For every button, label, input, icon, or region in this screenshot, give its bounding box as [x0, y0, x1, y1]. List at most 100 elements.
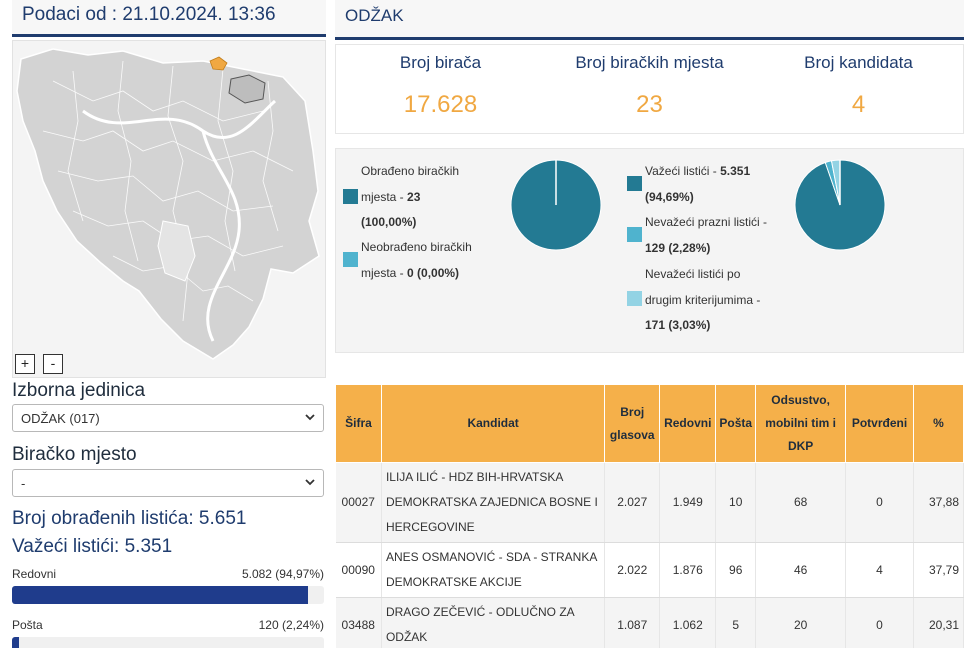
- progress-fill-regular: [12, 586, 309, 604]
- cell-post: 5: [715, 597, 757, 648]
- bar-label-regular: Redovni 5.082 (94,97%): [12, 567, 324, 581]
- progress-bar-regular: [12, 586, 324, 604]
- chevron-down-icon: [305, 479, 315, 486]
- candidates-label: Broj kandidata: [804, 53, 913, 72]
- legend-blank-line2: 129 (2,28%): [645, 236, 767, 262]
- header-candidate[interactable]: Kandidat: [380, 384, 606, 463]
- legend-swatch-valid: [627, 176, 642, 191]
- legend-valid: Važeći listići - 5.351 (94,69%): [645, 159, 750, 210]
- cell-confirmed: 0: [845, 462, 914, 543]
- cell-regular: 1.949: [659, 462, 717, 543]
- municipality-title: ODŽAK: [335, 0, 964, 40]
- cell-percent: 37,88: [913, 462, 964, 543]
- bar-label-post: Pošta 120 (2,24%): [12, 618, 324, 632]
- table-row[interactable]: 00027 ILIJA ILIĆ - HDZ BIH-HRVATSKA DEMO…: [335, 462, 964, 543]
- cell-code: 00090: [335, 542, 382, 598]
- electoral-unit-label: Izborna jedinica: [12, 380, 146, 401]
- table-row[interactable]: 03488 DRAGO ZEČEVIĆ - ODLUČNO ZA ODŽAK 1…: [335, 597, 964, 648]
- electoral-unit-select[interactable]: ODŽAK (017): [12, 404, 324, 432]
- cell-candidate: ANES OSMANOVIĆ - SDA - STRANKA DEMOKRATS…: [381, 542, 606, 598]
- pie-chart-stations: [510, 159, 602, 251]
- cell-candidate: ILIJA ILIĆ - HDZ BIH-HRVATSKA DEMOKRATSK…: [381, 462, 606, 543]
- bar-name: Pošta: [12, 618, 43, 632]
- municipality-map-svg[interactable]: [13, 41, 327, 379]
- header-code[interactable]: Šifra: [335, 384, 382, 463]
- legend-processed-line2: mjesta - 23: [361, 185, 459, 211]
- chevron-down-icon: [305, 414, 315, 421]
- bar-value: 5.082 (94,97%): [241, 567, 324, 581]
- processed-ballots: Broj obrađenih listića: 5.651: [12, 508, 247, 529]
- zoom-in-button[interactable]: +: [15, 354, 35, 374]
- legend-valid-line2: (94,69%): [645, 185, 750, 211]
- header-confirmed[interactable]: Potvrđeni: [845, 384, 914, 463]
- district-boundary: [228, 74, 266, 104]
- data-date-label: Podaci od : 21.10.2024. 13:36: [12, 0, 326, 37]
- legend-blank: Nevažeći prazni listići - 129 (2,28%): [645, 210, 767, 261]
- summary-panel: Broj birača 17.628 Broj biračkih mjesta …: [335, 44, 964, 134]
- legend-valid-value: 5.351: [720, 164, 751, 178]
- entity-boundary: [82, 99, 277, 342]
- legend-unprocessed-value: 0 (0,00%): [407, 265, 460, 280]
- legend-unprocessed-line2: mjesta - 0 (0,00%): [361, 261, 472, 287]
- legend-unprocessed-line1: Neobrađeno biračkih: [361, 240, 472, 254]
- legend-other-line3: 171 (3,03%): [645, 313, 760, 339]
- legend-unprocessed-prefix: mjesta -: [361, 265, 408, 280]
- legend-other-value: 171 (3,03%): [645, 318, 711, 332]
- voters-value: 17.628: [403, 91, 478, 118]
- legend-valid-pct: (94,69%): [645, 189, 694, 204]
- cell-code: 03488: [335, 597, 382, 648]
- header-regular[interactable]: Redovni: [659, 384, 717, 463]
- stations-label: Broj biračkih mjesta: [575, 53, 724, 72]
- legend-processed-line1: Obrađeno biračkih: [361, 164, 460, 178]
- pie-panel: Obrađeno biračkih mjesta - 23 (100,00%) …: [335, 148, 964, 353]
- header-post[interactable]: Pošta: [715, 384, 757, 463]
- results-table: Šifra Kandidat Broj glasova Redovni Pošt…: [335, 384, 964, 648]
- legend-processed: Obrađeno biračkih mjesta - 23 (100,00%): [361, 159, 459, 236]
- odzak-highlight: [209, 56, 228, 71]
- polling-station-label: Biračko mjesto: [12, 444, 137, 465]
- cell-votes: 2.027: [604, 462, 661, 543]
- legend-unprocessed: Neobrađeno biračkih mjesta - 0 (0,00%): [361, 235, 472, 286]
- legend-swatch-processed: [343, 189, 358, 204]
- legend-valid-line1: Važeći listići - 5.351: [645, 159, 750, 185]
- bar-value: 120 (2,24%): [258, 618, 324, 632]
- cell-absent: 20: [755, 597, 847, 648]
- cell-percent: 37,79: [913, 542, 964, 598]
- header-percent[interactable]: %: [913, 384, 964, 463]
- legend-processed-pct: (100,00%): [361, 215, 417, 229]
- cell-absent: 46: [755, 542, 847, 598]
- zoom-out-button[interactable]: -: [43, 354, 63, 374]
- cell-votes: 1.087: [604, 597, 661, 648]
- candidates-value: 4: [851, 91, 866, 118]
- bar-name: Redovni: [12, 567, 57, 581]
- polling-station-select[interactable]: -: [12, 469, 324, 497]
- legend-swatch-unprocessed: [343, 252, 358, 267]
- cell-post: 96: [715, 542, 757, 598]
- legend-processed-line3: (100,00%): [361, 210, 459, 236]
- legend-other-line1: Nevažeći listići po: [645, 267, 741, 281]
- cell-post: 10: [715, 462, 757, 543]
- header-absent[interactable]: Odsustvo, mobilni tim i DKP: [755, 384, 847, 463]
- voters-label: Broj birača: [399, 53, 482, 72]
- pie-chart-ballots: [794, 159, 886, 251]
- cell-code: 00027: [335, 462, 382, 543]
- cell-absent: 68: [755, 462, 847, 543]
- progress-fill-post: [12, 637, 19, 648]
- legend-other: Nevažeći listići po drugim kriterijumima…: [645, 262, 760, 339]
- header-votes[interactable]: Broj glasova: [604, 384, 661, 463]
- legend-processed-prefix: mjesta -: [361, 189, 408, 204]
- table-row[interactable]: 00090 ANES OSMANOVIĆ - SDA - STRANKA DEM…: [335, 542, 964, 598]
- valid-ballots: Važeći listići: 5.351: [12, 536, 173, 557]
- legend-swatch-other: [627, 291, 642, 306]
- legend-other-line2: drugim kriterijumima -: [645, 292, 761, 307]
- electoral-unit-value: ODŽAK (017): [21, 411, 100, 426]
- bih-map[interactable]: + -: [12, 40, 326, 378]
- summary-voters: Broj birača 17.628: [336, 53, 545, 119]
- cell-regular: 1.876: [659, 542, 717, 598]
- legend-blank-value: 129 (2,28%): [645, 240, 711, 255]
- bih-territory: [16, 48, 320, 360]
- legend-processed-value: 23: [407, 189, 421, 204]
- cell-candidate: DRAGO ZEČEVIĆ - ODLUČNO ZA ODŽAK: [381, 597, 606, 648]
- summary-candidates: Broj kandidata 4: [754, 53, 963, 119]
- left-panel: Podaci od : 21.10.2024. 13:36 + -: [0, 0, 328, 648]
